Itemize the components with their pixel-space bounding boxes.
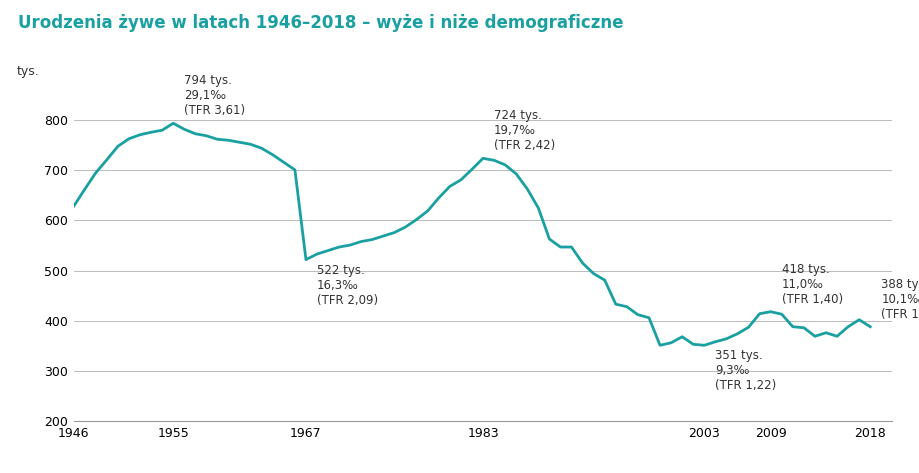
Text: tys.: tys. [17,65,39,79]
Text: Urodzenia żywe w latach 1946–2018 – wyże i niże demograficzne: Urodzenia żywe w latach 1946–2018 – wyże… [18,14,623,32]
Text: 522 tys.
16,3‰
(TFR 2,09): 522 tys. 16,3‰ (TFR 2,09) [317,263,378,307]
Text: 794 tys.
29,1‰
(TFR 3,61): 794 tys. 29,1‰ (TFR 3,61) [184,74,245,117]
Text: 388 tys.
10,1‰
(TFR 1,43): 388 tys. 10,1‰ (TFR 1,43) [880,278,919,321]
Text: 724 tys.
19,7‰
(TFR 2,42): 724 tys. 19,7‰ (TFR 2,42) [494,109,555,152]
Text: 418 tys.
11,0‰
(TFR 1,40): 418 tys. 11,0‰ (TFR 1,40) [781,263,842,306]
Text: 351 tys.
9,3‰
(TFR 1,22): 351 tys. 9,3‰ (TFR 1,22) [715,349,776,392]
